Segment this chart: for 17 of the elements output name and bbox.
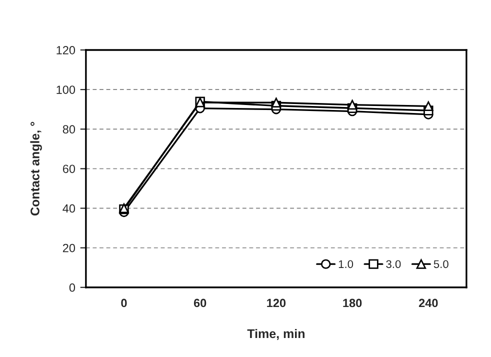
x-tick-label: 240 (418, 298, 438, 308)
legend-label: 1.0 (338, 260, 354, 268)
x-tick-label: 0 (121, 298, 127, 308)
x-tick-label: 120 (267, 298, 286, 308)
legend-label: 5.0 (434, 260, 448, 268)
x-tick-label: 60 (194, 298, 206, 308)
x-axis-title: Time, min (247, 328, 304, 340)
y-tick-label: 40 (62, 204, 76, 213)
y-tick-label: 0 (69, 283, 76, 292)
y-tick-label: 100 (56, 86, 76, 94)
y-axis-title: Contact angle, ° (30, 122, 42, 216)
y-tick-label: 20 (62, 244, 76, 252)
y-tick-label: 80 (62, 125, 76, 134)
x-tick-label: 180 (343, 298, 362, 308)
legend-label: 3.0 (386, 260, 401, 268)
y-tick-label: 120 (56, 46, 76, 54)
y-tick-label: 60 (62, 164, 76, 174)
